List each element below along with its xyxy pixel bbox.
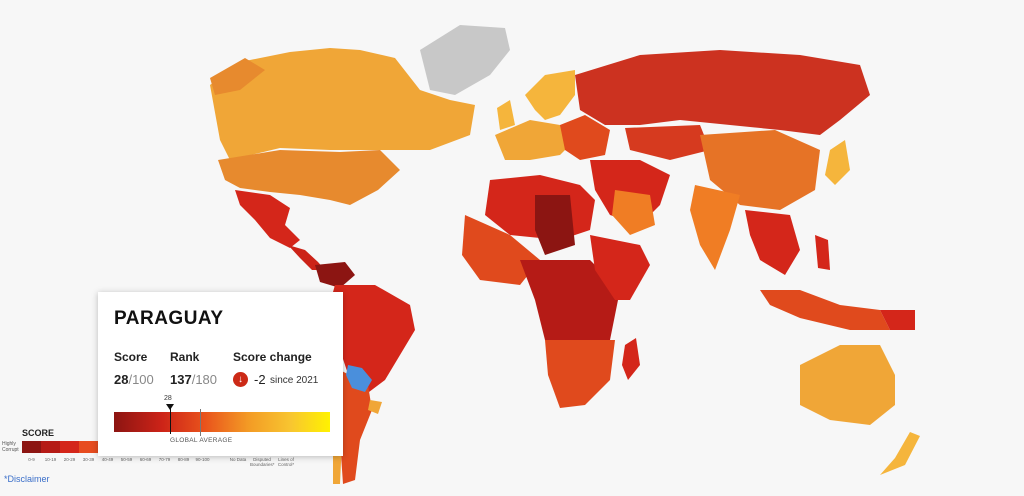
score-value: 28/100 xyxy=(114,372,154,387)
asia[interactable] xyxy=(575,50,890,330)
oceania[interactable] xyxy=(800,310,920,475)
legend-range-label: 0-9 xyxy=(28,457,35,462)
country-usa[interactable] xyxy=(218,150,400,205)
score-marker-icon xyxy=(166,404,174,410)
legend-range-label: 40-49 xyxy=(101,457,114,462)
indonesia[interactable] xyxy=(760,290,890,330)
legend-disputed-boundaries: Disputed Boundaries* xyxy=(250,457,275,467)
country-india[interactable] xyxy=(690,185,740,270)
country-argentina[interactable] xyxy=(340,370,372,484)
country-paraguay-selected[interactable] xyxy=(346,365,372,392)
southern-africa[interactable] xyxy=(545,340,615,408)
scandinavia[interactable] xyxy=(525,70,575,120)
score-marker-value: 28 xyxy=(164,395,172,402)
score-gradient-bar xyxy=(114,412,330,432)
philippines[interactable] xyxy=(815,235,830,270)
country-japan[interactable] xyxy=(825,140,850,185)
legend-range-label: 80-89 xyxy=(177,457,190,462)
country-madagascar[interactable] xyxy=(622,338,640,380)
legend-range-label: 10-19 xyxy=(44,457,57,462)
europe[interactable] xyxy=(495,70,610,160)
east-africa[interactable] xyxy=(590,235,650,300)
legend-range-label: 90-100 xyxy=(195,457,210,462)
country-russia[interactable] xyxy=(575,50,870,135)
score-change-value: -2 xyxy=(254,372,266,387)
legend-swatch xyxy=(22,441,41,453)
country-new-zealand[interactable] xyxy=(880,432,920,475)
legend-range-label: 20-29 xyxy=(63,457,76,462)
country-kazakhstan[interactable] xyxy=(625,125,710,160)
country-info-card: PARAGUAY Score Rank Score change 28/100 … xyxy=(98,292,343,456)
country-australia[interactable] xyxy=(800,345,895,425)
legend-range-labels: 0-9 10-19 20-29 30-39 40-49 50-59 60-69 70-79 80… xyxy=(22,457,212,462)
global-average-label: GLOBAL AVERAGE xyxy=(170,437,233,444)
country-uruguay[interactable] xyxy=(368,400,382,414)
country-papua-new-guinea[interactable] xyxy=(880,310,915,330)
legend-range-label: 60-69 xyxy=(139,457,152,462)
legend-highly-corrupt-label: Highly Corrupt xyxy=(2,441,19,453)
country-venezuela[interactable] xyxy=(315,262,355,288)
central-america[interactable] xyxy=(288,245,325,270)
rank-value: 137/180 xyxy=(170,372,218,387)
score-change-label: Score change xyxy=(233,350,312,364)
country-canada[interactable] xyxy=(210,48,475,160)
africa[interactable] xyxy=(462,175,650,408)
disclaimer-link[interactable]: *Disclaimer xyxy=(4,474,50,484)
country-alaska[interactable] xyxy=(210,58,265,95)
legend-swatch xyxy=(79,441,98,453)
country-china[interactable] xyxy=(700,130,820,210)
score-marker-line xyxy=(170,404,171,434)
rank-label: Rank xyxy=(170,350,200,364)
eastern-europe[interactable] xyxy=(560,115,610,160)
greenland-no-data xyxy=(420,25,510,95)
southeast-asia[interactable] xyxy=(745,210,800,275)
legend-swatch xyxy=(41,441,60,453)
central-africa[interactable] xyxy=(520,260,620,350)
global-average-line xyxy=(200,409,201,436)
north-america[interactable] xyxy=(210,48,475,270)
uk-ireland[interactable] xyxy=(497,100,515,130)
west-africa[interactable] xyxy=(462,215,540,285)
score-change-since: since 2021 xyxy=(270,375,319,386)
country-name: PARAGUAY xyxy=(114,308,224,329)
country-libya[interactable] xyxy=(535,195,575,255)
legend-title: SCORE xyxy=(22,428,55,438)
legend-swatch xyxy=(60,441,79,453)
country-saudi-arabia[interactable] xyxy=(612,190,655,235)
country-mexico[interactable] xyxy=(235,190,300,248)
legend-range-label: 70-79 xyxy=(158,457,171,462)
legend-range-label: 30-39 xyxy=(82,457,95,462)
legend-range-label: 50-59 xyxy=(120,457,133,462)
arrow-down-icon: ↓ xyxy=(233,372,248,387)
legend-no-data: No Data xyxy=(229,457,247,462)
western-europe[interactable] xyxy=(495,120,575,160)
score-label: Score xyxy=(114,350,148,364)
legend-lines-of-control: Lines of Control* xyxy=(277,457,295,467)
